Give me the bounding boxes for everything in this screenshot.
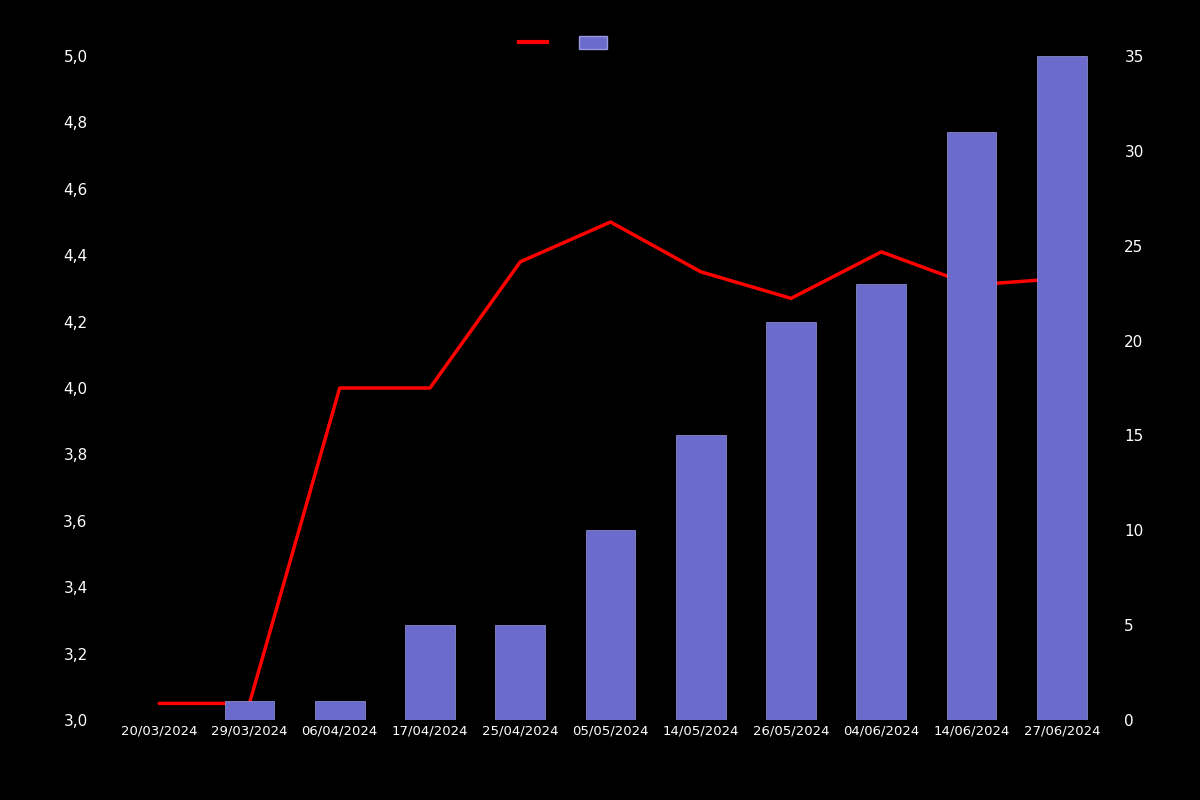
Bar (947, 132, 996, 720)
Bar (314, 701, 365, 720)
Bar (676, 435, 726, 720)
Bar (496, 625, 545, 720)
Bar (586, 530, 635, 720)
Bar (224, 701, 275, 720)
Legend: , : , (520, 36, 611, 50)
Bar (1037, 56, 1087, 720)
Bar (857, 284, 906, 720)
Bar (767, 322, 816, 720)
Bar (406, 625, 455, 720)
